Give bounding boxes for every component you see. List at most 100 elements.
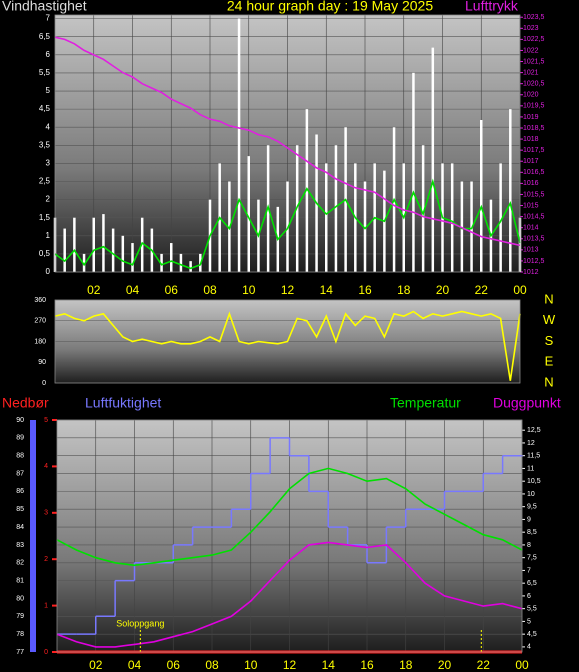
x-tick-label: 02 — [89, 658, 103, 672]
y-tick-label: 85 — [16, 506, 24, 513]
y2-tick-label: 4 — [527, 644, 531, 651]
y-tick-label: 3,5 — [39, 140, 51, 149]
x-tick-label: 12 — [283, 658, 297, 672]
series-line — [56, 541, 523, 648]
y-tick-label: 77 — [16, 649, 24, 656]
y2-tick-label: 12,5 — [527, 427, 541, 434]
y2-tick-label: 1015 — [523, 202, 539, 209]
annotation: Soloppgang — [116, 618, 164, 628]
x-tick-label: 08 — [203, 283, 217, 297]
x-tick-label: 10 — [244, 658, 258, 672]
y2-tick-label: 1022 — [523, 47, 539, 54]
y-tick-label: 4,5 — [39, 104, 51, 113]
y2-tick-label: 1018 — [523, 136, 539, 143]
y2-tick-label: 10 — [527, 491, 535, 498]
y-tick-label: 180 — [34, 338, 46, 345]
y-tick-label: 84 — [16, 524, 24, 531]
y2-tick-label: 5,5 — [527, 606, 537, 613]
direction-label: N — [544, 374, 553, 389]
y-tick-label: 270 — [34, 318, 46, 325]
direction-label: S — [545, 333, 554, 348]
y-tick-label: 79 — [16, 613, 24, 620]
y2-tick-label: 1019,5 — [523, 103, 545, 110]
y2-tick-label: 1019 — [523, 114, 539, 121]
y-tick-label: 3 — [46, 159, 51, 168]
x-tick-label: 14 — [322, 658, 336, 672]
y3-tick-label: 1 — [44, 602, 48, 609]
x-tick-label: 14 — [320, 283, 334, 297]
y2-tick-label: 1013,5 — [523, 236, 545, 243]
legend-label: Duggpunkt — [493, 395, 561, 411]
y2-tick-label: 1022,5 — [523, 36, 545, 43]
y-tick-label: 90 — [38, 359, 46, 366]
y2-tick-label: 9,5 — [527, 504, 537, 511]
y2-tick-label: 7 — [527, 567, 531, 574]
y-tick-label: 87 — [16, 470, 24, 477]
y2-tick-label: 11 — [527, 465, 534, 472]
legend-label: Nedbør — [2, 395, 49, 411]
y2-tick-label: 10,5 — [527, 478, 541, 485]
y2-tick-label: 8 — [527, 542, 531, 549]
y2-tick-label: 1014 — [523, 225, 539, 232]
series-line — [54, 310, 521, 381]
y-tick-label: 78 — [16, 631, 24, 638]
humidity-ruler — [30, 420, 36, 652]
y-tick-label: 82 — [16, 560, 24, 567]
x-tick-label: 10 — [242, 283, 256, 297]
y2-tick-label: 1015,5 — [523, 191, 545, 198]
direction-label: N — [544, 291, 553, 306]
y-tick-label: 83 — [16, 542, 24, 549]
y-tick-label: 5 — [46, 86, 51, 95]
y3-tick-label: 4 — [44, 463, 48, 470]
x-tick-label: 18 — [397, 283, 411, 297]
x-tick-label: 16 — [360, 658, 374, 672]
y-tick-label: 1 — [46, 231, 51, 240]
y2-tick-label: 1012,5 — [523, 258, 545, 265]
x-tick-label: 06 — [167, 658, 181, 672]
y-tick-label: 5,5 — [39, 68, 51, 77]
y2-tick-label: 5 — [527, 618, 531, 625]
x-tick-label: 06 — [165, 283, 179, 297]
series-line — [54, 178, 521, 270]
y-tick-label: 88 — [16, 453, 24, 460]
x-tick-label: 04 — [126, 283, 140, 297]
x-tick-label: 22 — [475, 283, 489, 297]
y2-axis-label: Lufttrykk — [465, 0, 519, 14]
y-tick-label: 86 — [16, 488, 24, 495]
direction-label: E — [545, 354, 554, 369]
y-tick-label: 0,5 — [39, 249, 51, 258]
y-tick-label: 90 — [16, 417, 24, 424]
y-tick-label: 80 — [16, 595, 24, 602]
y-tick-label: 2,5 — [39, 177, 51, 186]
y-axis-label: Vindhastighet — [2, 0, 87, 14]
y2-tick-label: 1013 — [523, 247, 539, 254]
x-tick-label: 00 — [513, 283, 527, 297]
x-tick-label: 04 — [128, 658, 142, 672]
x-tick-label: 00 — [515, 658, 529, 672]
series-line — [54, 36, 521, 247]
y2-tick-label: 1016,5 — [523, 169, 545, 176]
y2-tick-label: 1021 — [523, 69, 539, 76]
y2-tick-label: 6 — [527, 593, 531, 600]
y2-tick-label: 7,5 — [527, 555, 537, 562]
y3-tick-label: 0 — [44, 649, 48, 656]
y3-tick-label: 2 — [44, 556, 48, 563]
y2-tick-label: 1012 — [523, 269, 539, 276]
x-tick-label: 12 — [281, 283, 295, 297]
y3-tick-label: 3 — [44, 510, 48, 517]
x-tick-label: 18 — [399, 658, 413, 672]
y3-tick-label: 5 — [44, 417, 48, 424]
y2-tick-label: 6,5 — [527, 580, 537, 587]
plot-frame — [54, 14, 521, 273]
y-tick-label: 7 — [46, 14, 51, 23]
y-tick-label: 2 — [46, 195, 51, 204]
y2-tick-label: 8,5 — [527, 529, 537, 536]
y2-tick-label: 12 — [527, 440, 535, 447]
y2-tick-label: 1021,5 — [523, 58, 545, 65]
x-tick-label: 08 — [205, 658, 219, 672]
legend-label: Luftfuktighet — [85, 395, 161, 411]
y-tick-label: 360 — [34, 297, 46, 304]
y-tick-label: 6 — [46, 50, 51, 59]
y-tick-label: 89 — [16, 435, 24, 442]
